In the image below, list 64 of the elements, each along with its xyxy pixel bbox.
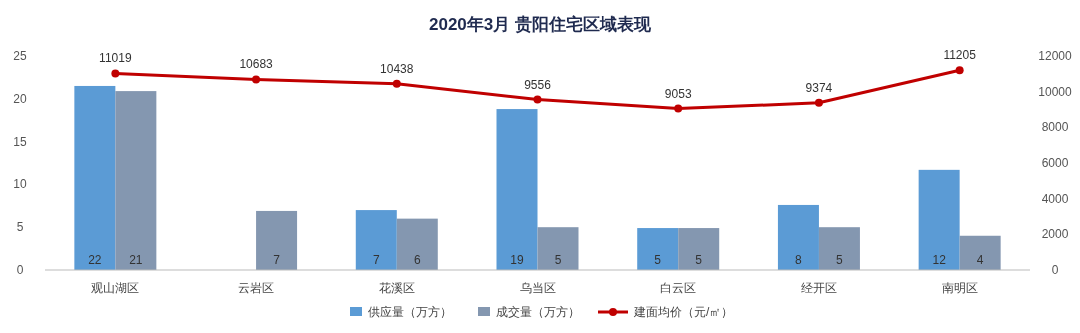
data-label: 12 [932,253,947,267]
bar [396,218,438,270]
bar [355,210,397,270]
point [814,98,823,107]
y2-tick-label: 2000 [1041,227,1069,242]
data-label: 19 [510,253,524,267]
y2-tick-label: 12000 [1038,49,1073,63]
legend-label: 供应量（万方） [368,305,452,319]
x-tick-label: 乌当区 [519,281,556,295]
data-label: 11205 [943,48,977,63]
data-label: 9374 [805,80,833,95]
data-label: 11019 [99,51,132,66]
chart-title: 2020年3月 贵阳住宅区域表现 [429,15,652,34]
y-tick-label: 15 [13,134,27,149]
bar [74,85,116,270]
data-label: 7 [273,253,281,267]
bar [678,228,720,270]
y-tick-label: 20 [13,91,27,106]
y2-tick-label: 6000 [1041,156,1069,170]
data-label: 9053 [664,86,692,101]
point [955,66,964,75]
y2-tick-label: 0 [1051,263,1059,277]
y-tick-label: 25 [13,49,27,63]
legend-label: 成交量（万方） [496,305,580,319]
x-tick-label: 云岩区 [238,281,275,295]
data-label: 10683 [239,57,274,72]
x-tick-label: 花溪区 [378,281,415,295]
data-label: 10438 [380,61,414,76]
data-label: 21 [129,253,143,267]
bar [496,109,538,270]
data-label: 9556 [524,77,552,92]
legend-label: 建面均价（元/㎡） [633,305,734,319]
y2-tick-label: 4000 [1041,191,1069,206]
point [392,79,401,88]
bar [637,228,679,270]
point [533,95,542,104]
bar [115,91,157,270]
point [111,69,120,78]
y2-tick-label: 8000 [1041,120,1069,135]
data-label: 5 [554,253,562,267]
data-label: 6 [413,253,421,267]
y-tick-label: 5 [16,220,24,235]
bar [918,169,960,270]
data-label: 4 [976,253,984,267]
bar [777,204,819,270]
y-tick-label: 10 [13,177,27,192]
y-tick-label: 0 [16,263,24,277]
bar [959,235,1001,270]
x-tick-label: 经开区 [800,281,837,295]
x-tick-label: 南明区 [941,281,978,295]
x-tick-label: 白云区 [660,281,697,295]
data-label: 5 [836,253,844,267]
point [252,75,261,84]
data-label: 8 [795,253,803,267]
point [674,104,683,113]
y2-tick-label: 10000 [1038,84,1073,99]
bar [256,210,298,270]
x-tick-label: 观山湖区 [91,281,140,295]
data-label: 7 [372,253,380,267]
data-label: 5 [654,253,662,267]
data-label: 5 [695,253,703,267]
bar [537,227,579,270]
data-label: 22 [88,253,102,267]
bar [818,227,860,270]
